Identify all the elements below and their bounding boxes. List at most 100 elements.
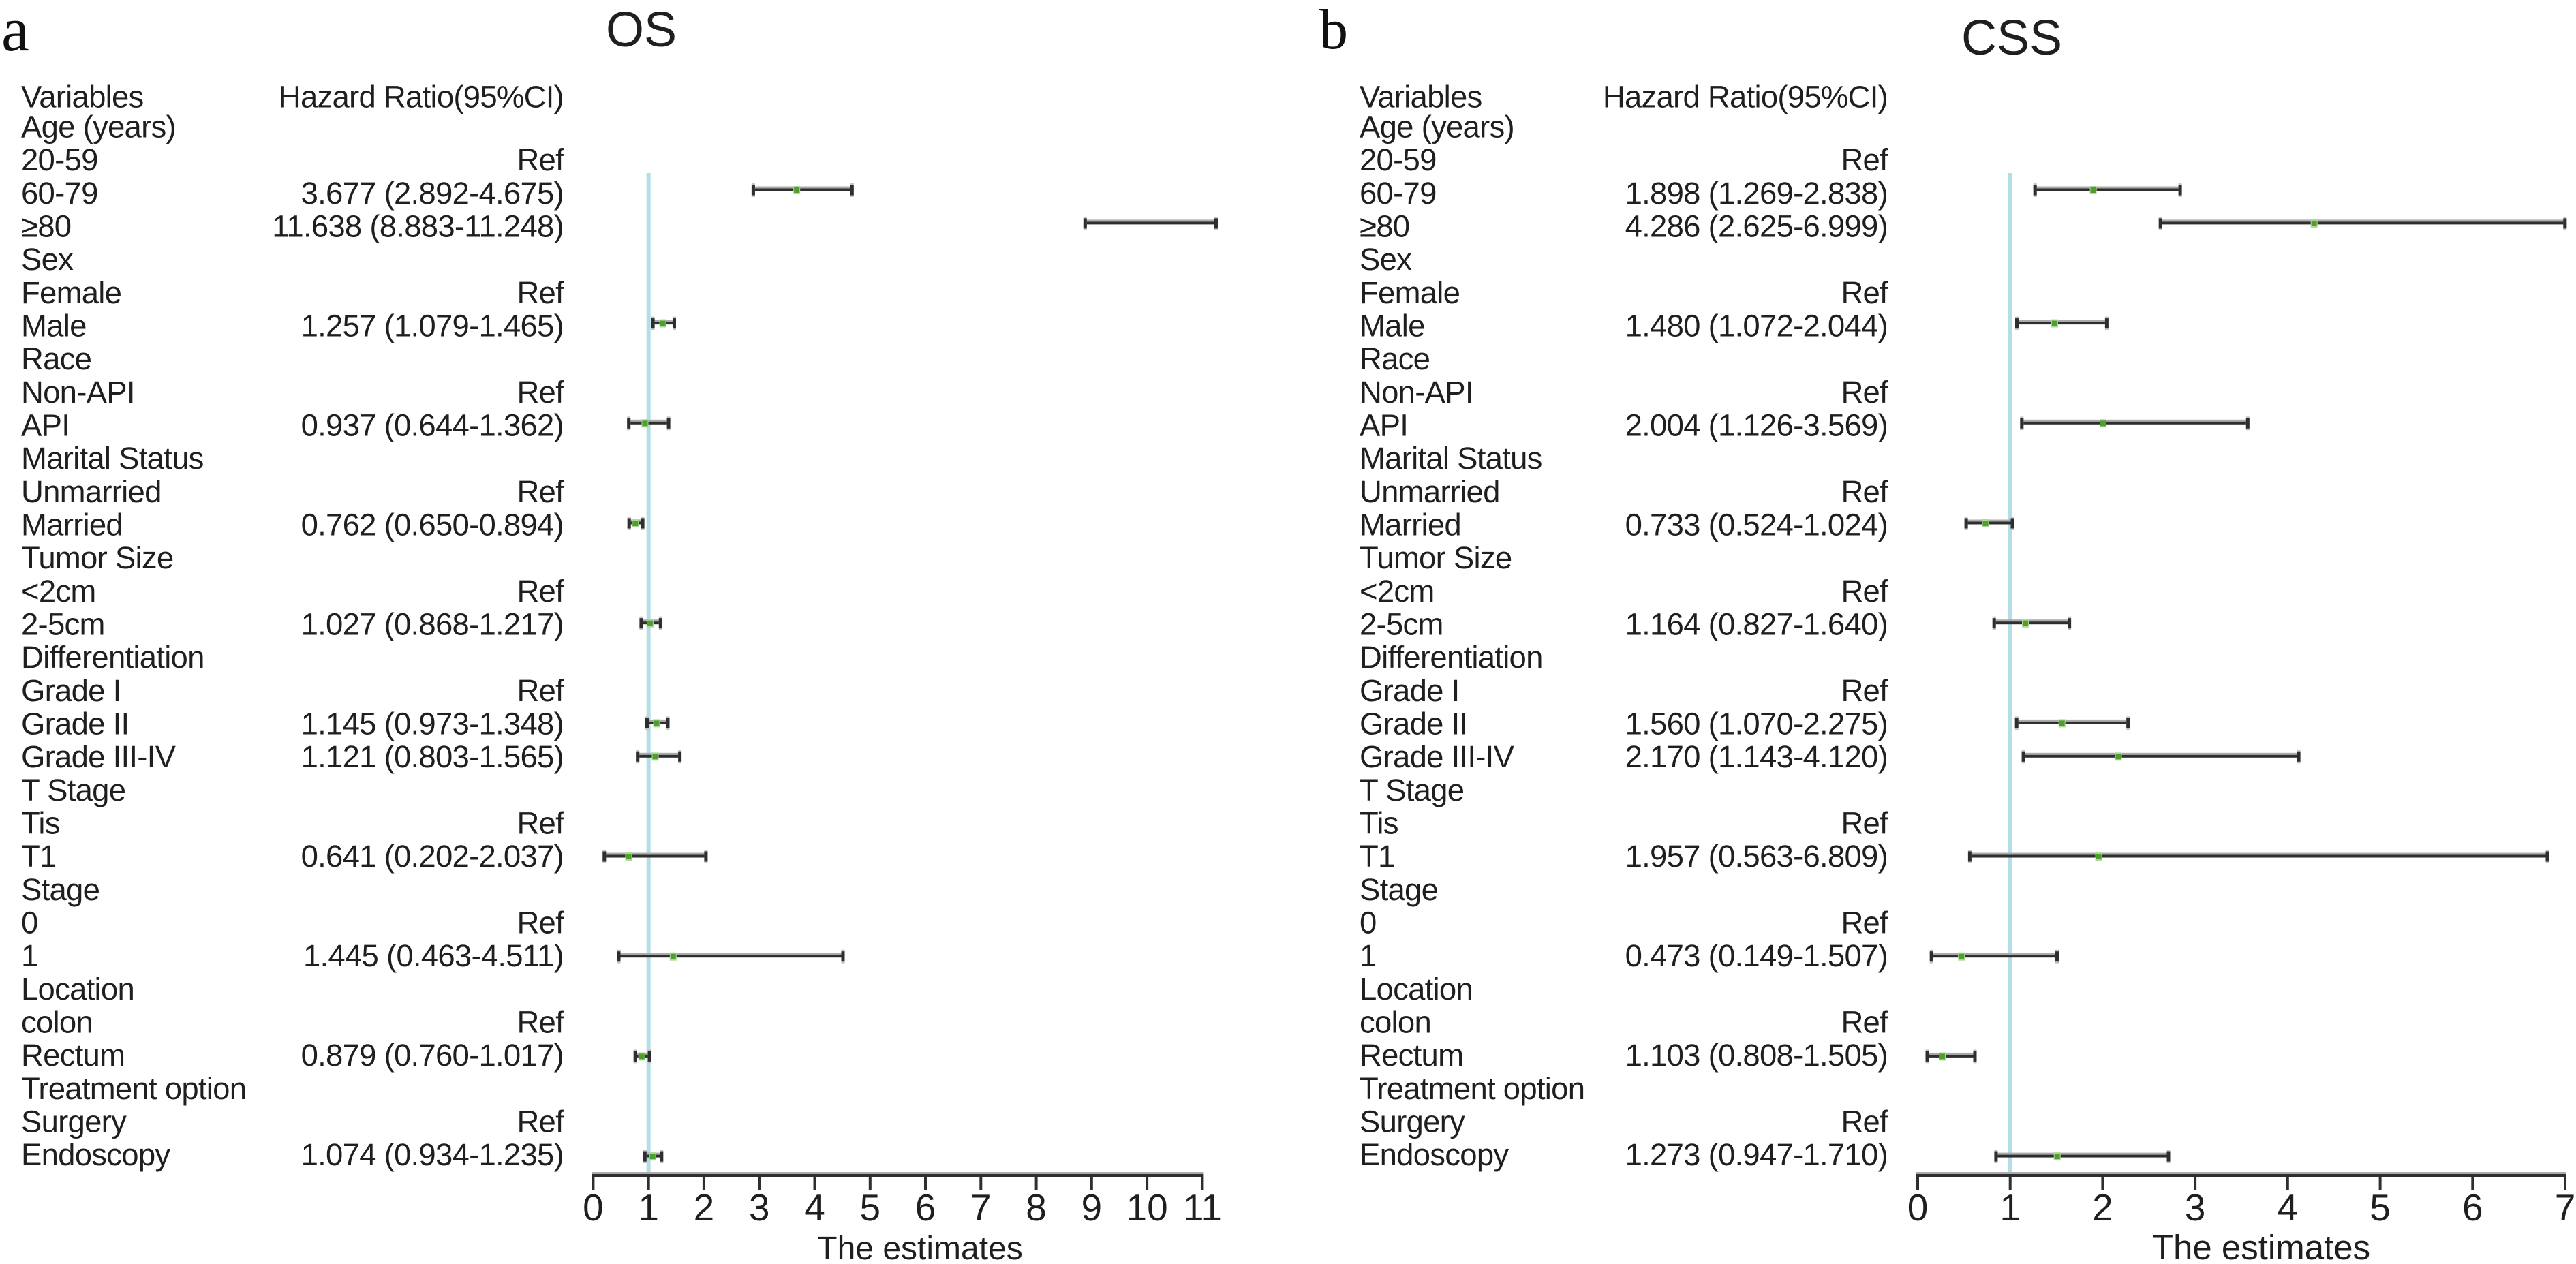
svg-text:Race: Race (21, 341, 91, 376)
svg-text:Unmarried: Unmarried (1360, 474, 1500, 509)
svg-text:Age (years): Age (years) (1360, 110, 1514, 144)
svg-text:Variables: Variables (21, 79, 144, 114)
svg-text:T1: T1 (21, 839, 57, 874)
svg-text:Ref: Ref (517, 574, 564, 608)
svg-text:Grade I: Grade I (1360, 673, 1460, 708)
svg-text:Grade II: Grade II (1360, 707, 1467, 741)
svg-text:0.879 (0.760-1.017): 0.879 (0.760-1.017) (301, 1038, 564, 1073)
svg-text:≥80: ≥80 (1360, 209, 1409, 244)
svg-text:Rectum: Rectum (1360, 1038, 1463, 1073)
svg-text:4.286 (2.625-6.999): 4.286 (2.625-6.999) (1625, 209, 1888, 244)
svg-text:T Stage: T Stage (1360, 773, 1464, 807)
svg-text:Surgery: Surgery (1360, 1105, 1465, 1139)
svg-text:<2cm: <2cm (1360, 574, 1435, 608)
svg-text:1.273 (0.947-1.710): 1.273 (0.947-1.710) (1625, 1137, 1888, 1172)
svg-text:9: 9 (1082, 1186, 1103, 1229)
svg-text:a: a (1, 0, 29, 64)
svg-text:1.445 (0.463-4.511): 1.445 (0.463-4.511) (303, 938, 564, 973)
svg-text:Ref: Ref (1841, 142, 1888, 177)
svg-text:1.480 (1.072-2.044): 1.480 (1.072-2.044) (1625, 309, 1888, 343)
svg-text:CSS: CSS (1961, 11, 2062, 65)
svg-text:1.957 (0.563-6.809): 1.957 (0.563-6.809) (1625, 839, 1888, 874)
svg-text:Female: Female (21, 275, 121, 310)
svg-text:Married: Married (21, 508, 123, 542)
svg-text:Marital Status: Marital Status (1360, 441, 1542, 476)
svg-text:The estimates: The estimates (817, 1231, 1022, 1261)
svg-text:60-79: 60-79 (21, 176, 98, 211)
svg-text:Unmarried: Unmarried (21, 474, 162, 509)
svg-text:5: 5 (860, 1186, 881, 1229)
svg-text:7: 7 (2555, 1186, 2576, 1229)
svg-text:Location: Location (1360, 972, 1473, 1006)
svg-text:Ref: Ref (1841, 474, 1888, 509)
svg-text:The estimates: The estimates (2152, 1228, 2370, 1261)
svg-text:Ref: Ref (1841, 1105, 1888, 1139)
svg-text:Rectum: Rectum (21, 1038, 125, 1073)
svg-text:5: 5 (2370, 1186, 2391, 1229)
svg-text:Ref: Ref (517, 1005, 564, 1040)
svg-text:3: 3 (749, 1186, 770, 1229)
svg-text:Marital Status: Marital Status (21, 441, 204, 476)
svg-text:0.937 (0.644-1.362): 0.937 (0.644-1.362) (301, 408, 564, 443)
svg-text:b: b (1319, 0, 1348, 61)
svg-text:Ref: Ref (1841, 906, 1888, 940)
svg-text:Grade III-IV: Grade III-IV (1360, 739, 1515, 774)
svg-text:2-5cm: 2-5cm (21, 607, 105, 642)
svg-text:0: 0 (1907, 1186, 1929, 1229)
svg-text:Endoscopy: Endoscopy (21, 1137, 170, 1172)
svg-text:Ref: Ref (1841, 1005, 1888, 1040)
svg-text:1: 1 (1360, 938, 1377, 973)
svg-text:0.473 (0.149-1.507): 0.473 (0.149-1.507) (1625, 938, 1888, 973)
svg-text:0.762 (0.650-0.894): 0.762 (0.650-0.894) (301, 508, 564, 542)
svg-text:60-79: 60-79 (1360, 176, 1437, 211)
svg-text:Married: Married (1360, 508, 1461, 542)
svg-text:2: 2 (694, 1186, 715, 1229)
svg-text:Ref: Ref (517, 1105, 564, 1139)
svg-text:1: 1 (21, 938, 38, 973)
svg-text:7: 7 (970, 1186, 992, 1229)
svg-text:2.170 (1.143-4.120): 2.170 (1.143-4.120) (1625, 739, 1888, 774)
svg-text:3.677 (2.892-4.675): 3.677 (2.892-4.675) (301, 176, 564, 211)
svg-text:Ref: Ref (1841, 574, 1888, 608)
svg-text:Stage: Stage (1360, 872, 1438, 907)
svg-text:2: 2 (2092, 1186, 2113, 1229)
svg-text:Ref: Ref (517, 142, 564, 177)
svg-text:1.560 (1.070-2.275): 1.560 (1.070-2.275) (1625, 707, 1888, 741)
svg-text:Treatment option: Treatment option (21, 1071, 246, 1106)
svg-text:Ref: Ref (517, 906, 564, 940)
svg-text:11: 11 (1183, 1186, 1222, 1229)
svg-text:1.074 (0.934-1.235): 1.074 (0.934-1.235) (301, 1137, 564, 1172)
svg-text:Hazard Ratio(95%CI): Hazard Ratio(95%CI) (1603, 79, 1888, 114)
svg-text:Surgery: Surgery (21, 1105, 127, 1139)
svg-text:T1: T1 (1360, 839, 1395, 874)
svg-text:Tis: Tis (1360, 806, 1398, 841)
svg-text:T Stage: T Stage (21, 773, 125, 807)
svg-text:Ref: Ref (1841, 806, 1888, 841)
svg-text:0: 0 (1360, 906, 1377, 940)
svg-text:8: 8 (1026, 1186, 1047, 1229)
svg-text:1.027 (0.868-1.217): 1.027 (0.868-1.217) (301, 607, 564, 642)
svg-text:Ref: Ref (517, 275, 564, 310)
svg-text:4: 4 (2278, 1186, 2299, 1229)
svg-text:Non-API: Non-API (1360, 375, 1473, 410)
svg-text:6: 6 (2462, 1186, 2483, 1229)
svg-text:Sex: Sex (21, 242, 74, 277)
svg-text:0: 0 (21, 906, 38, 940)
svg-text:Stage: Stage (21, 872, 99, 907)
svg-text:colon: colon (1360, 1005, 1431, 1040)
svg-text:Location: Location (21, 972, 134, 1006)
svg-text:Sex: Sex (1360, 242, 1412, 277)
svg-text:Ref: Ref (517, 673, 564, 708)
svg-text:11.638 (8.883-11.248): 11.638 (8.883-11.248) (272, 209, 564, 244)
svg-text:2.004 (1.126-3.569): 2.004 (1.126-3.569) (1625, 408, 1888, 443)
svg-text:10: 10 (1126, 1186, 1168, 1229)
svg-text:Differentiation: Differentiation (21, 640, 204, 675)
svg-text:4: 4 (804, 1186, 825, 1229)
svg-text:1.898 (1.269-2.838): 1.898 (1.269-2.838) (1625, 176, 1888, 211)
svg-text:1.121 (0.803-1.565): 1.121 (0.803-1.565) (301, 739, 564, 774)
svg-text:colon: colon (21, 1005, 93, 1040)
svg-text:Tis: Tis (21, 806, 60, 841)
svg-text:20-59: 20-59 (21, 142, 98, 177)
svg-text:2-5cm: 2-5cm (1360, 607, 1443, 642)
svg-text:<2cm: <2cm (21, 574, 96, 608)
